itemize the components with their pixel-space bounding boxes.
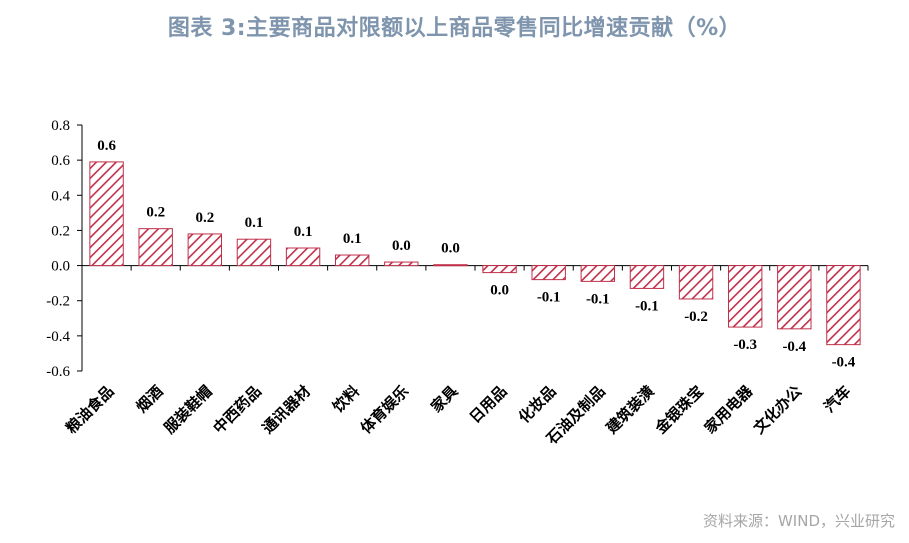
category-label: 体育娱乐: [357, 382, 412, 437]
y-tick-label: -0.4: [46, 329, 70, 345]
bar: [777, 265, 812, 330]
bar: [580, 265, 616, 282]
bar: [433, 264, 468, 267]
data-label: -0.1: [537, 290, 561, 306]
data-label: -0.2: [684, 309, 708, 325]
bar: [727, 265, 763, 328]
data-label: 0.0: [490, 283, 509, 299]
bar: [138, 228, 173, 267]
category-label: 通讯器材: [259, 382, 314, 437]
bar: [236, 238, 272, 267]
bar: [678, 265, 714, 300]
category-label: 烟酒: [133, 382, 167, 416]
bar: [187, 233, 223, 267]
data-label: 0.2: [146, 205, 165, 221]
category-label: 汽车: [820, 382, 854, 416]
bar: [629, 265, 665, 289]
data-label: 0.1: [245, 215, 264, 231]
category-label: 家用电器: [701, 381, 757, 437]
y-tick-label: -0.2: [46, 294, 70, 310]
data-label: -0.1: [635, 298, 659, 314]
category-label: 文化办公: [750, 382, 805, 437]
category-label: 粮油食品: [62, 382, 117, 437]
category-label: 日用品: [466, 382, 511, 427]
data-label: 0.6: [97, 138, 116, 154]
bar: [384, 261, 419, 267]
data-label: 0.1: [343, 231, 362, 247]
category-label: 建筑装潢: [603, 382, 658, 437]
bar: [334, 254, 370, 267]
y-tick-label: 0.0: [51, 259, 70, 275]
chart-title: 图表 3:主要商品对限额以上商品零售同比增速贡献（%）: [167, 16, 742, 41]
data-label: 0.0: [441, 241, 460, 257]
data-label: 0.1: [294, 224, 313, 240]
category-label: 中西药品: [210, 382, 265, 437]
bar: [826, 265, 861, 346]
category-label: 服装鞋帽: [160, 382, 215, 437]
data-label: 0.2: [195, 210, 214, 226]
y-tick-label: -0.6: [46, 364, 70, 380]
category-label: 家具: [427, 382, 461, 416]
y-tick-label: 0.4: [51, 188, 70, 204]
bar: [89, 161, 124, 267]
data-label: 0.0: [392, 238, 411, 254]
data-label: -0.1: [586, 291, 610, 307]
data-label: -0.3: [733, 337, 757, 353]
y-tick-label: 0.2: [51, 223, 70, 239]
bar: [482, 265, 517, 274]
category-label: 化妆品: [515, 382, 560, 427]
bar: [285, 247, 321, 267]
y-tick-label: 0.6: [51, 153, 70, 169]
y-tick-label: 0.8: [51, 118, 70, 134]
category-label: 金银珠宝: [651, 382, 707, 438]
data-label: -0.4: [832, 355, 856, 371]
data-label: -0.4: [782, 339, 806, 355]
bar: [531, 265, 566, 281]
category-label: 饮料: [328, 382, 363, 417]
source-note: 资料来源：WIND，兴业研究: [702, 512, 895, 530]
